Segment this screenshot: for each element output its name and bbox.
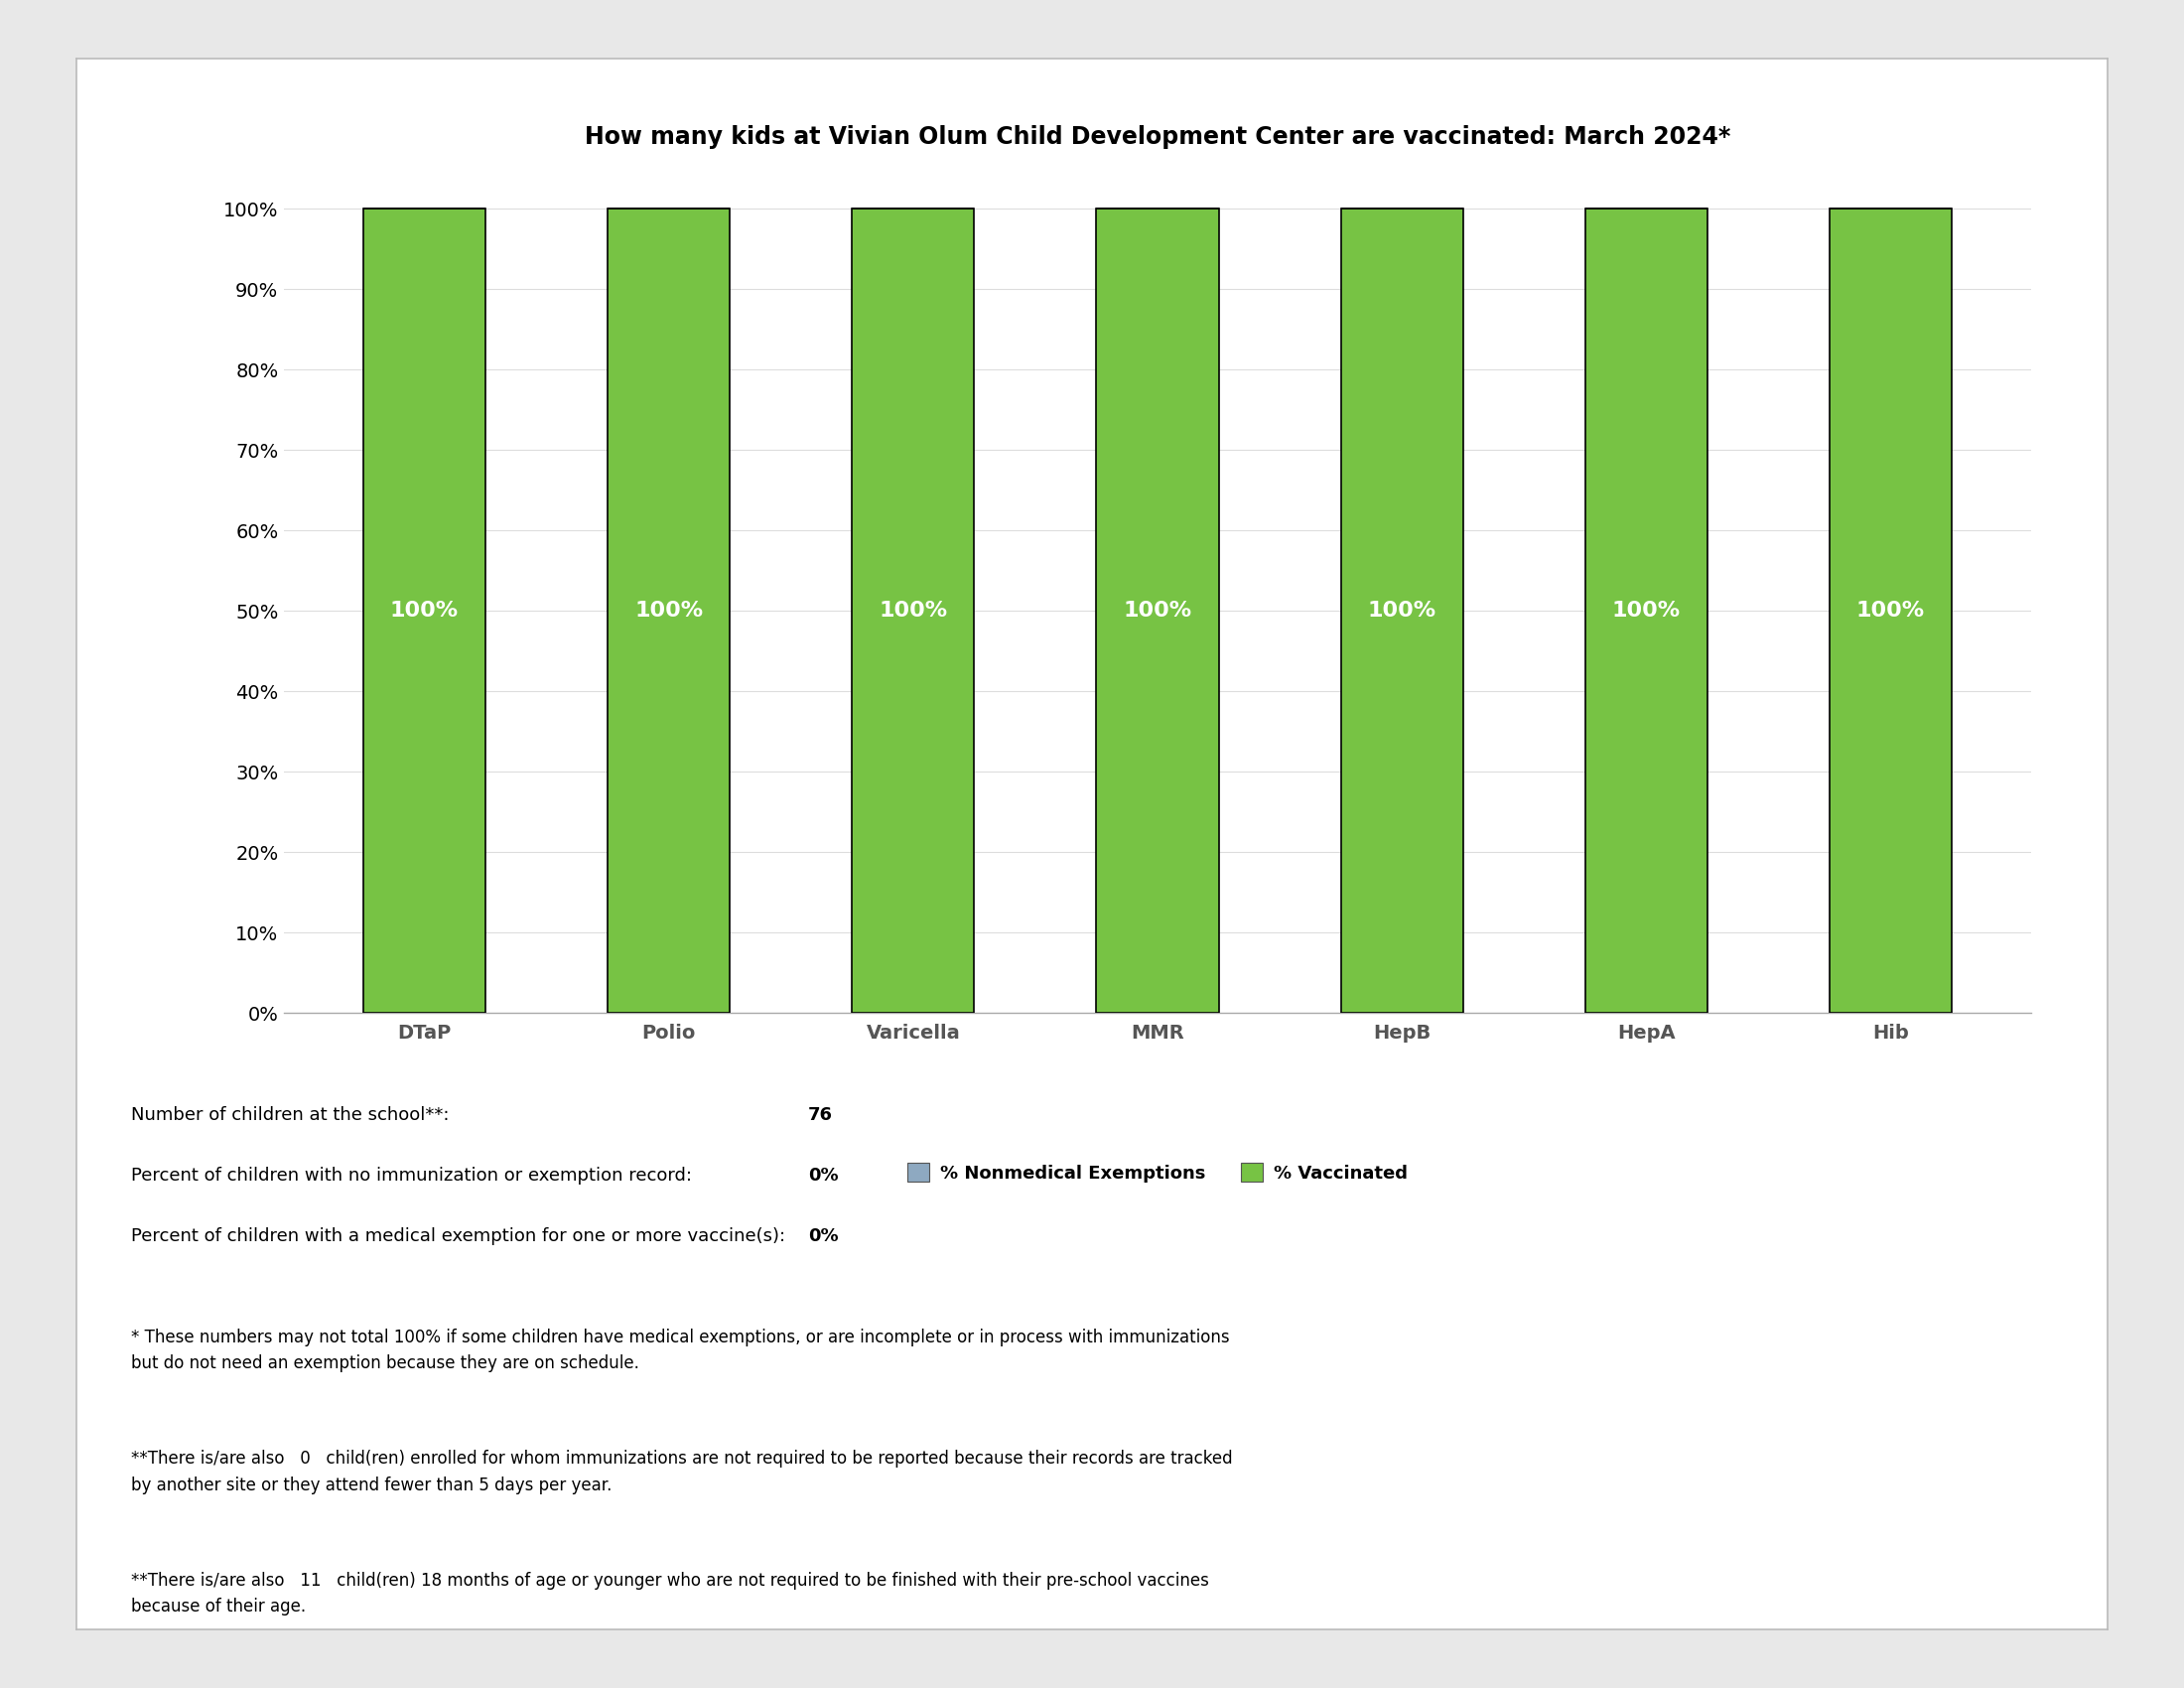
Text: 100%: 100%: [1612, 601, 1679, 621]
Text: 0%: 0%: [808, 1227, 839, 1246]
Text: 76: 76: [808, 1106, 832, 1124]
Text: **There is/are also   11   child(ren) 18 months of age or younger who are not re: **There is/are also 11 child(ren) 18 mon…: [131, 1572, 1210, 1615]
Legend: % Nonmedical Exemptions, % Vaccinated: % Nonmedical Exemptions, % Vaccinated: [900, 1156, 1415, 1190]
Text: 100%: 100%: [636, 601, 703, 621]
Bar: [607, 209, 729, 1013]
Bar: [1096, 209, 1219, 1013]
Text: 100%: 100%: [1367, 601, 1437, 621]
Bar: [852, 209, 974, 1013]
Text: Percent of children with no immunization or exemption record:: Percent of children with no immunization…: [131, 1166, 692, 1185]
Title: How many kids at Vivian Olum Child Development Center are vaccinated: March 2024: How many kids at Vivian Olum Child Devel…: [585, 125, 1730, 149]
Bar: [1830, 209, 1952, 1013]
Text: **There is/are also   0   child(ren) enrolled for whom immunizations are not req: **There is/are also 0 child(ren) enrolle…: [131, 1450, 1232, 1494]
Text: 100%: 100%: [391, 601, 459, 621]
Text: 100%: 100%: [878, 601, 948, 621]
Bar: [363, 209, 485, 1013]
Text: * These numbers may not total 100% if some children have medical exemptions, or : * These numbers may not total 100% if so…: [131, 1328, 1230, 1372]
Text: 100%: 100%: [1856, 601, 1924, 621]
Bar: [1341, 209, 1463, 1013]
Text: 0%: 0%: [808, 1166, 839, 1185]
Bar: [1586, 209, 1708, 1013]
Text: 100%: 100%: [1123, 601, 1192, 621]
Text: Number of children at the school**:: Number of children at the school**:: [131, 1106, 450, 1124]
Text: Percent of children with a medical exemption for one or more vaccine(s):: Percent of children with a medical exemp…: [131, 1227, 786, 1246]
